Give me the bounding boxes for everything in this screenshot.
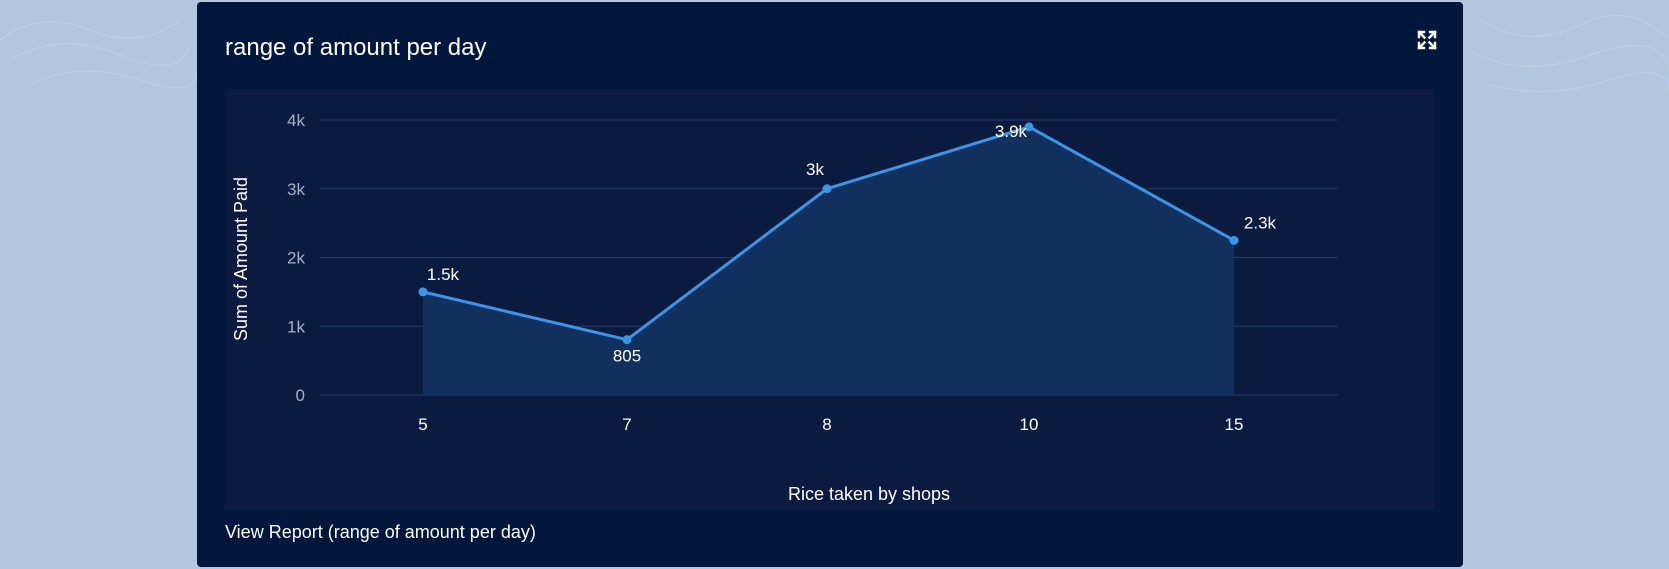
data-point[interactable] [822,184,832,194]
x-tick-label: 5 [418,415,427,434]
x-tick-label: 8 [822,415,831,434]
y-tick-label: 3k [287,180,305,199]
background-pattern [0,14,1669,95]
x-tick-label: 7 [622,415,631,434]
x-axis-label: Rice taken by shops [788,484,950,504]
data-label: 1.5k [427,265,460,284]
series-area [423,126,1234,395]
view-report-link[interactable]: View Report (range of amount per day) [225,522,536,542]
expand-icon [1417,30,1437,50]
data-point[interactable] [418,287,428,297]
chart-card: range of amount per day 1.5k 805 3k 3.9k 2.3… [197,2,1463,567]
x-tick-label: 10 [1020,415,1039,434]
data-point[interactable] [1024,122,1034,132]
data-label: 3k [806,160,824,179]
y-tick-label: 1k [287,317,305,336]
expand-button[interactable] [1414,27,1440,53]
y-tick-label: 2k [287,249,305,268]
data-label: 805 [613,347,641,366]
data-point[interactable] [1229,235,1239,245]
y-tick-label: 4k [287,111,305,130]
chart-title: range of amount per day [225,34,487,61]
line-area-chart: 1.5k 805 3k 3.9k 2.3k 0 1k 2k 3k 4k 5 7 8 10 15 Sum o… [231,111,1338,504]
chart-plot-area: 1.5k 805 3k 3.9k 2.3k 0 1k 2k 3k 4k 5 7 8 10 15 Sum o… [225,89,1435,510]
y-tick-label: 0 [296,386,305,405]
data-label: 2.3k [1244,213,1277,232]
data-point[interactable] [622,335,632,345]
data-label: 3.9k [995,122,1028,141]
y-axis-label: Sum of Amount Paid [231,177,251,341]
x-tick-label: 15 [1225,415,1244,434]
